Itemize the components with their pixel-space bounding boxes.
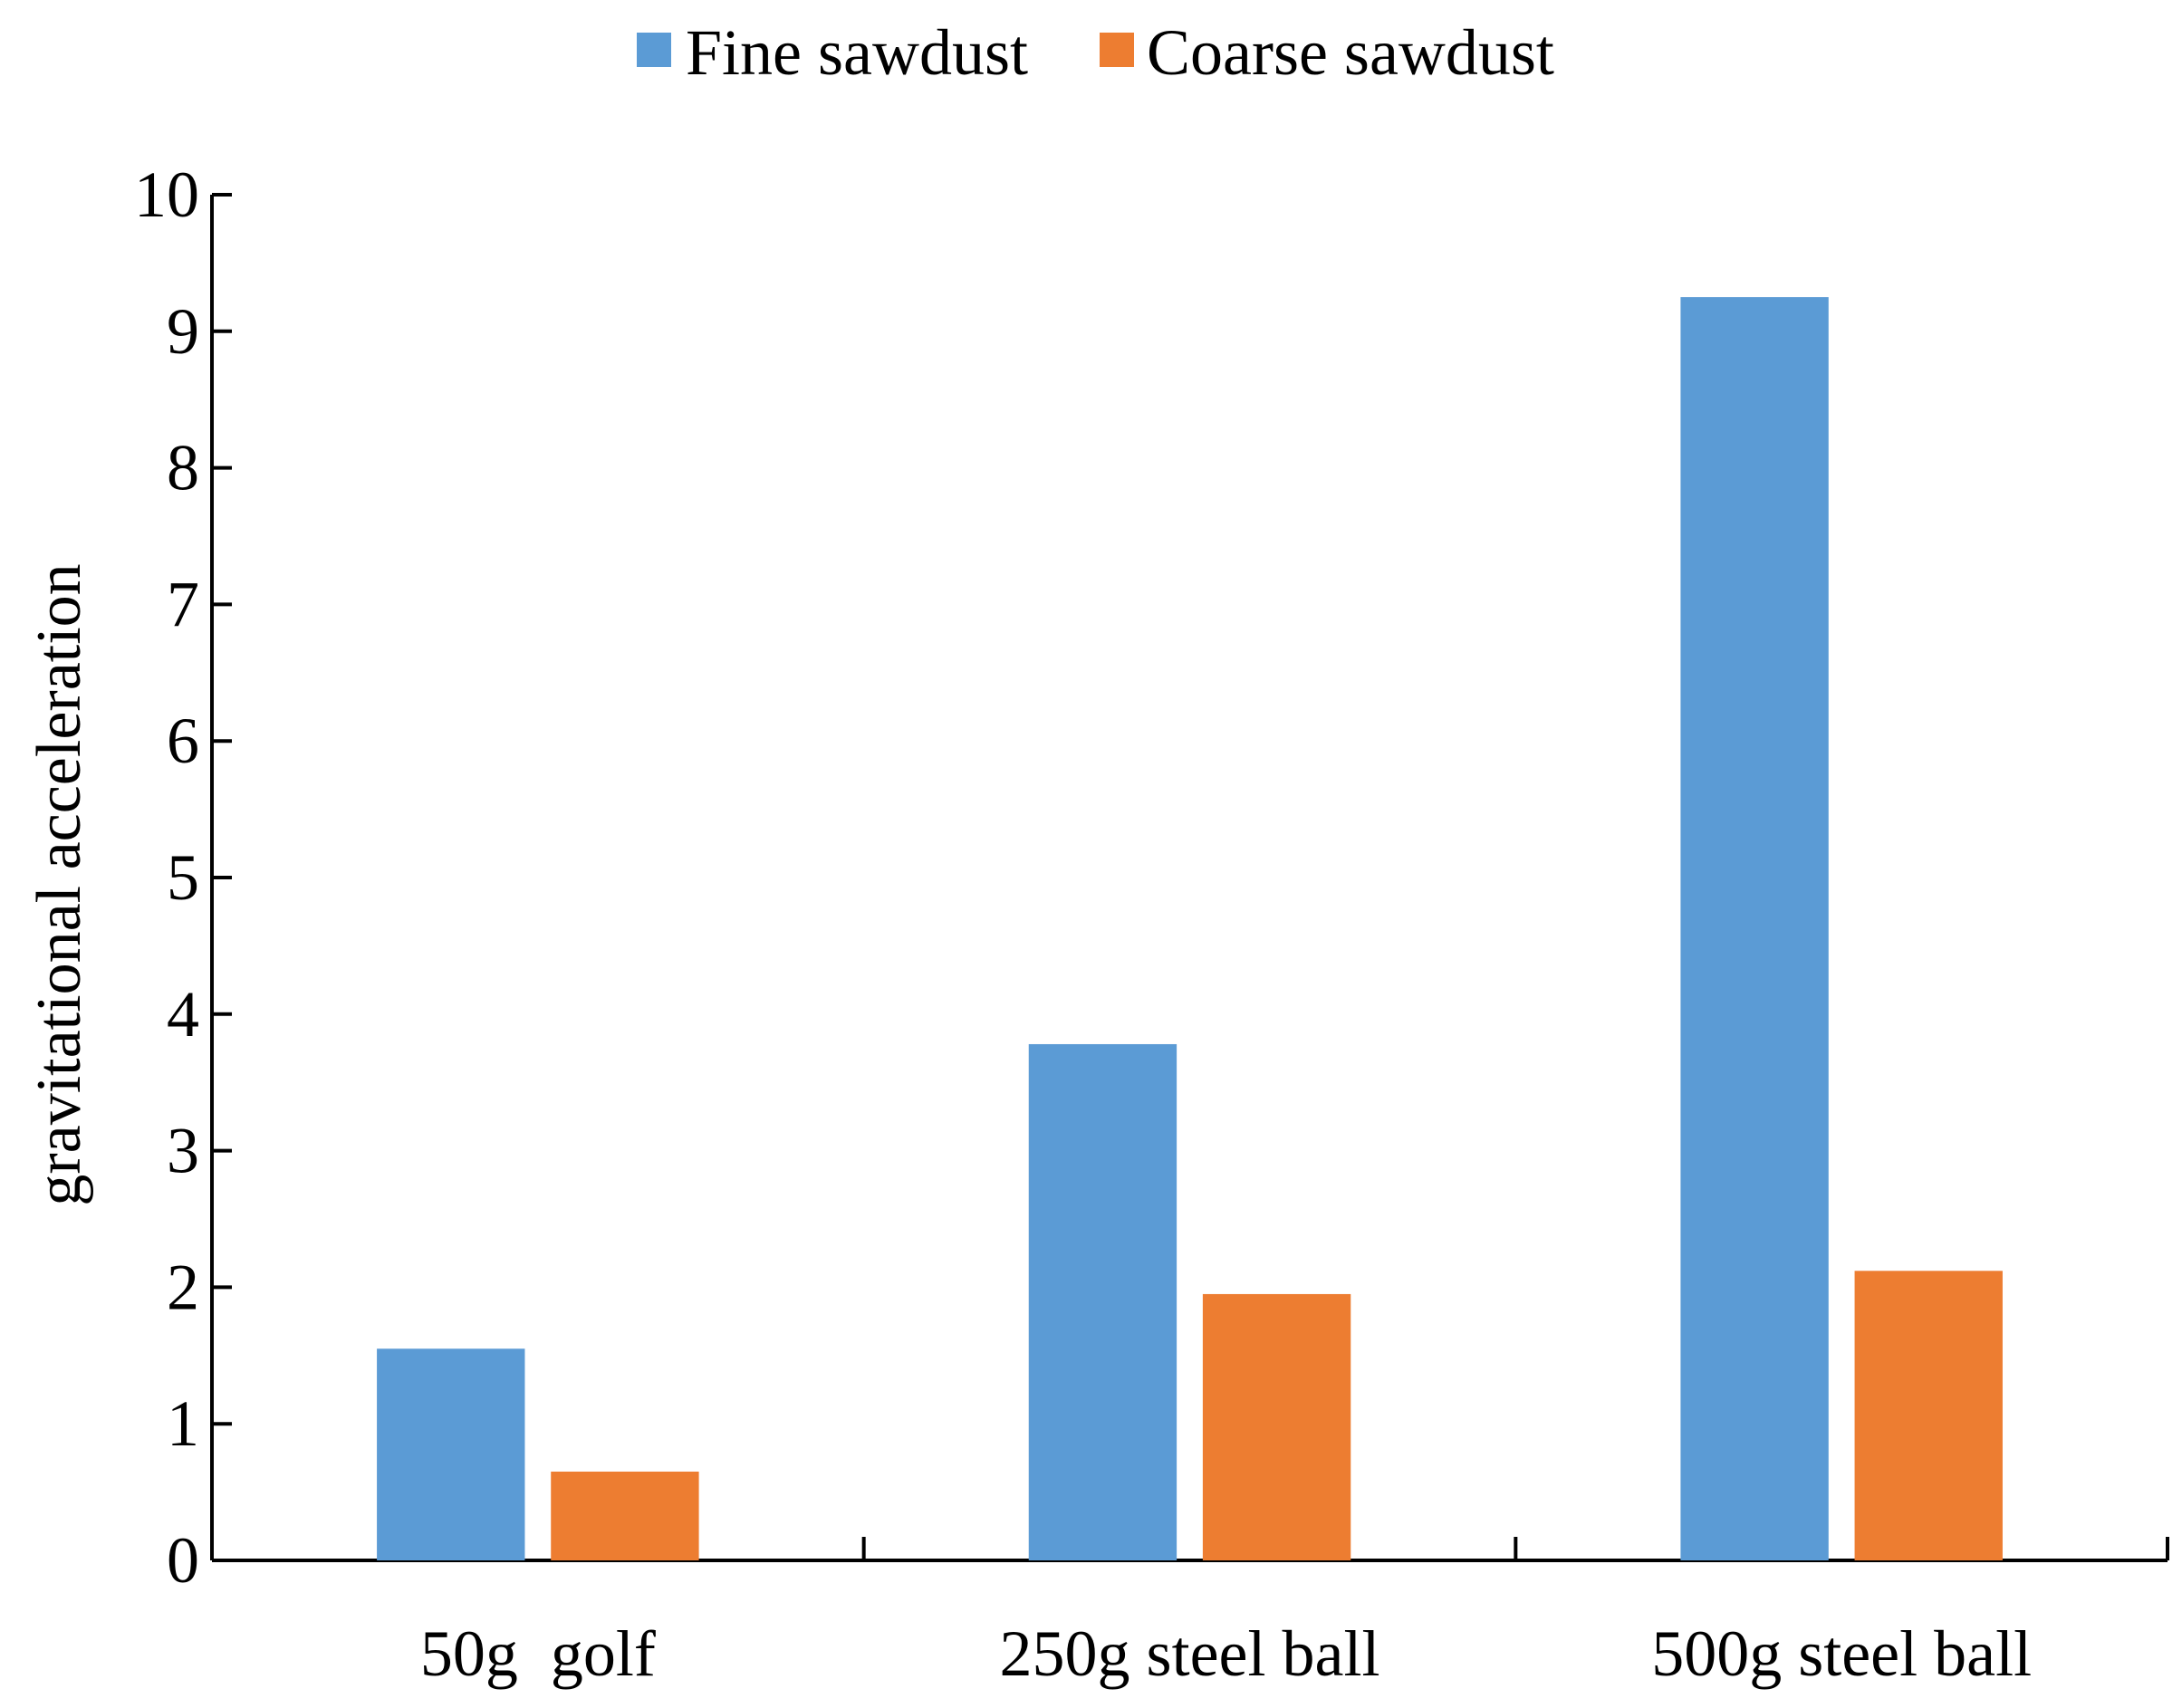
x-axis-ticks — [861, 1537, 2169, 1560]
legend-swatch-fine-sawdust — [637, 33, 671, 67]
y-tick-label: 2 — [167, 1251, 199, 1323]
legend-label-coarse-sawdust: Coarse sawdust — [1147, 16, 1554, 89]
x-category-label: 250g steel ball — [1000, 1617, 1380, 1690]
bar-coarse-sawdust-0 — [551, 1471, 699, 1560]
y-tick-label: 10 — [134, 158, 199, 231]
y-axis-title: gravitational acceleration — [24, 563, 94, 1205]
y-tick-label: 0 — [167, 1524, 199, 1597]
legend-label-fine-sawdust: Fine sawdust — [686, 16, 1028, 89]
y-tick-label: 8 — [167, 432, 199, 504]
y-tick-label: 6 — [167, 705, 199, 777]
bars — [377, 297, 2003, 1561]
x-category-label: 50g golf — [420, 1617, 656, 1690]
y-axis-ticks: 0 1 2 3 4 5 6 7 8 9 10 — [134, 158, 232, 1597]
y-tick-label: 4 — [167, 978, 199, 1051]
legend: Fine sawdust Coarse sawdust — [637, 16, 1554, 89]
x-category-label: 500g steel ball — [1651, 1617, 2032, 1690]
bar-fine-sawdust-2 — [1680, 297, 1829, 1561]
bar-fine-sawdust-1 — [1028, 1043, 1178, 1560]
bar-coarse-sawdust-1 — [1202, 1293, 1351, 1560]
y-tick-label: 5 — [167, 841, 199, 914]
category-labels: 50g golf 250g steel ball 500g steel ball — [420, 1617, 2032, 1690]
bar-fine-sawdust-0 — [377, 1348, 525, 1560]
legend-swatch-coarse-sawdust — [1100, 33, 1134, 67]
y-tick-label: 9 — [167, 295, 199, 368]
y-tick-label: 7 — [167, 568, 199, 640]
y-tick-label: 3 — [167, 1115, 199, 1187]
bar-coarse-sawdust-2 — [1854, 1271, 2003, 1560]
y-tick-label: 1 — [167, 1387, 199, 1460]
